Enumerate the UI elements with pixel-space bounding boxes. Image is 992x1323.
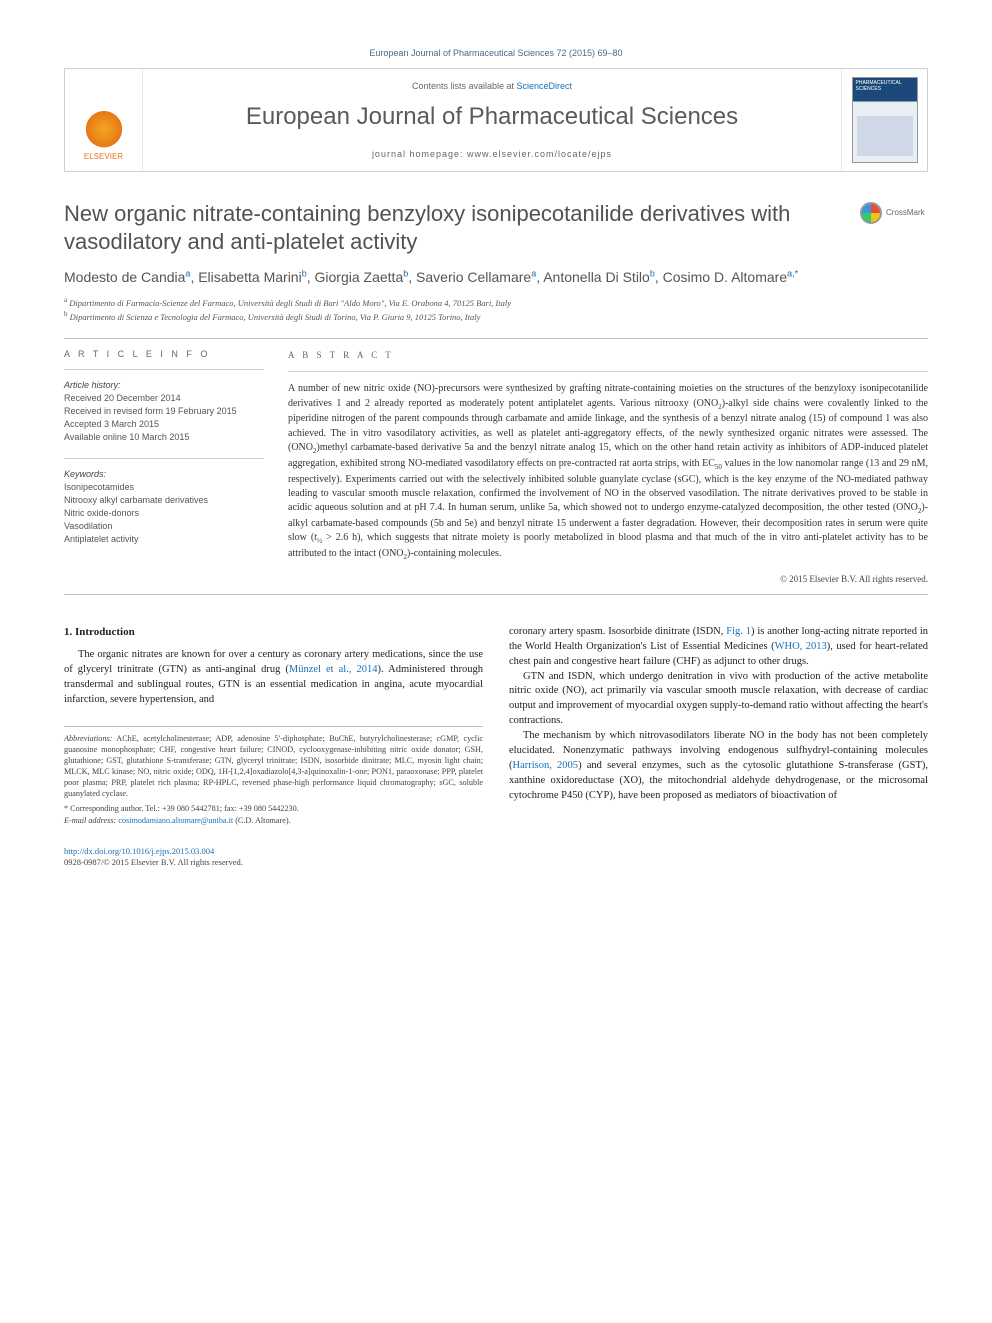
authors-line: Modesto de Candiaa, Elisabetta Marinib, … — [64, 267, 928, 287]
abstract-copyright: © 2015 Elsevier B.V. All rights reserved… — [288, 573, 928, 586]
ref-link-harrison[interactable]: Harrison, 2005 — [513, 760, 579, 771]
corresponding-email: E-mail address: cosimodamiano.altomare@u… — [64, 815, 483, 826]
abstract-text: A number of new nitric oxide (NO)-precur… — [288, 382, 928, 563]
abstract-column: A B S T R A C T A number of new nitric o… — [288, 349, 928, 586]
affiliations: a Dipartimento di Farmacia-Scienze del F… — [64, 295, 928, 323]
keyword: Nitric oxide-donors — [64, 507, 264, 520]
divider-top — [64, 338, 928, 339]
keywords-heading: Keywords: — [64, 469, 264, 479]
article-title-text: New organic nitrate-containing benzyloxy… — [64, 201, 790, 254]
abbr-label: Abbreviations: — [64, 734, 112, 743]
info-divider-1 — [64, 369, 264, 370]
crossmark-badge[interactable]: CrossMark — [860, 202, 928, 224]
divider-bottom — [64, 594, 928, 595]
keyword: Nitrooxy alkyl carbamate derivatives — [64, 494, 264, 507]
intro-paragraph-2: coronary artery spasm. Isosorbide dinitr… — [509, 625, 928, 670]
publisher-logo-cell: ELSEVIER — [65, 69, 143, 171]
abbreviations: Abbreviations: AChE, acetylcholinesteras… — [64, 733, 483, 799]
journal-homepage: journal homepage: www.elsevier.com/locat… — [153, 149, 831, 159]
keyword: Vasodilation — [64, 520, 264, 533]
journal-cover-thumbnail: PHARMACEUTICAL SCIENCES — [852, 77, 918, 163]
crossmark-icon — [860, 202, 882, 224]
sciencedirect-link[interactable]: ScienceDirect — [517, 81, 573, 91]
intro-paragraph-4: The mechanism by which nitrovasodilators… — [509, 729, 928, 804]
article-info-column: A R T I C L E I N F O Article history: R… — [64, 349, 264, 586]
article-history: Article history: Received 20 December 20… — [64, 380, 264, 444]
history-line: Received 20 December 2014 — [64, 392, 264, 405]
email-link[interactable]: cosimodamiano.altomare@uniba.it — [118, 816, 233, 825]
intro-paragraph-1: The organic nitrates are known for over … — [64, 648, 483, 708]
abstract-divider — [288, 371, 928, 372]
journal-header: ELSEVIER Contents lists available at Sci… — [64, 68, 928, 172]
ref-link-munzel[interactable]: Münzel et al., 2014 — [289, 664, 378, 675]
article-info-label: A R T I C L E I N F O — [64, 349, 264, 359]
history-heading: Article history: — [64, 380, 264, 390]
affiliation-a: a Dipartimento di Farmacia-Scienze del F… — [64, 295, 928, 309]
article-title: New organic nitrate-containing benzyloxy… — [64, 200, 928, 255]
keyword: Antiplatelet activity — [64, 533, 264, 546]
history-line: Accepted 3 March 2015 — [64, 418, 264, 431]
abstract-label: A B S T R A C T — [288, 349, 928, 362]
keywords-block: Keywords: Isonipecotamides Nitrooxy alky… — [64, 469, 264, 546]
intro-paragraph-3: GTN and ISDN, which undergo denitration … — [509, 670, 928, 730]
doi-footer: http://dx.doi.org/10.1016/j.ejps.2015.03… — [64, 846, 928, 870]
elsevier-logo: ELSEVIER — [82, 105, 126, 161]
history-line: Received in revised form 19 February 201… — [64, 405, 264, 418]
footnotes: Abbreviations: AChE, acetylcholinesteras… — [64, 726, 483, 826]
history-line: Available online 10 March 2015 — [64, 431, 264, 444]
info-divider-2 — [64, 458, 264, 459]
abbr-text: AChE, acetylcholinesterase; ADP, adenosi… — [64, 734, 483, 798]
doi-link[interactable]: http://dx.doi.org/10.1016/j.ejps.2015.03… — [64, 846, 214, 856]
corresponding-author: * Corresponding author. Tel.: +39 080 54… — [64, 803, 483, 814]
contents-line: Contents lists available at ScienceDirec… — [153, 81, 831, 91]
ref-link-fig1[interactable]: Fig. 1 — [726, 626, 751, 637]
issn-copyright: 0928-0987/© 2015 Elsevier B.V. All right… — [64, 857, 243, 867]
ref-link-who[interactable]: WHO, 2013 — [775, 641, 827, 652]
journal-name: European Journal of Pharmaceutical Scien… — [153, 103, 831, 131]
keyword: Isonipecotamides — [64, 481, 264, 494]
top-citation: European Journal of Pharmaceutical Scien… — [64, 48, 928, 58]
cover-thumb-cell: PHARMACEUTICAL SCIENCES — [841, 69, 927, 171]
elsevier-tree-icon — [82, 105, 126, 149]
contents-prefix: Contents lists available at — [412, 81, 517, 91]
publisher-name: ELSEVIER — [82, 152, 126, 161]
affiliation-b: b Dipartimento di Scienza e Tecnologia d… — [64, 309, 928, 323]
cover-thumb-title: PHARMACEUTICAL SCIENCES — [853, 78, 917, 92]
introduction-heading: 1. Introduction — [64, 625, 483, 641]
body-two-column: 1. Introduction The organic nitrates are… — [64, 625, 928, 826]
crossmark-label: CrossMark — [886, 208, 925, 218]
